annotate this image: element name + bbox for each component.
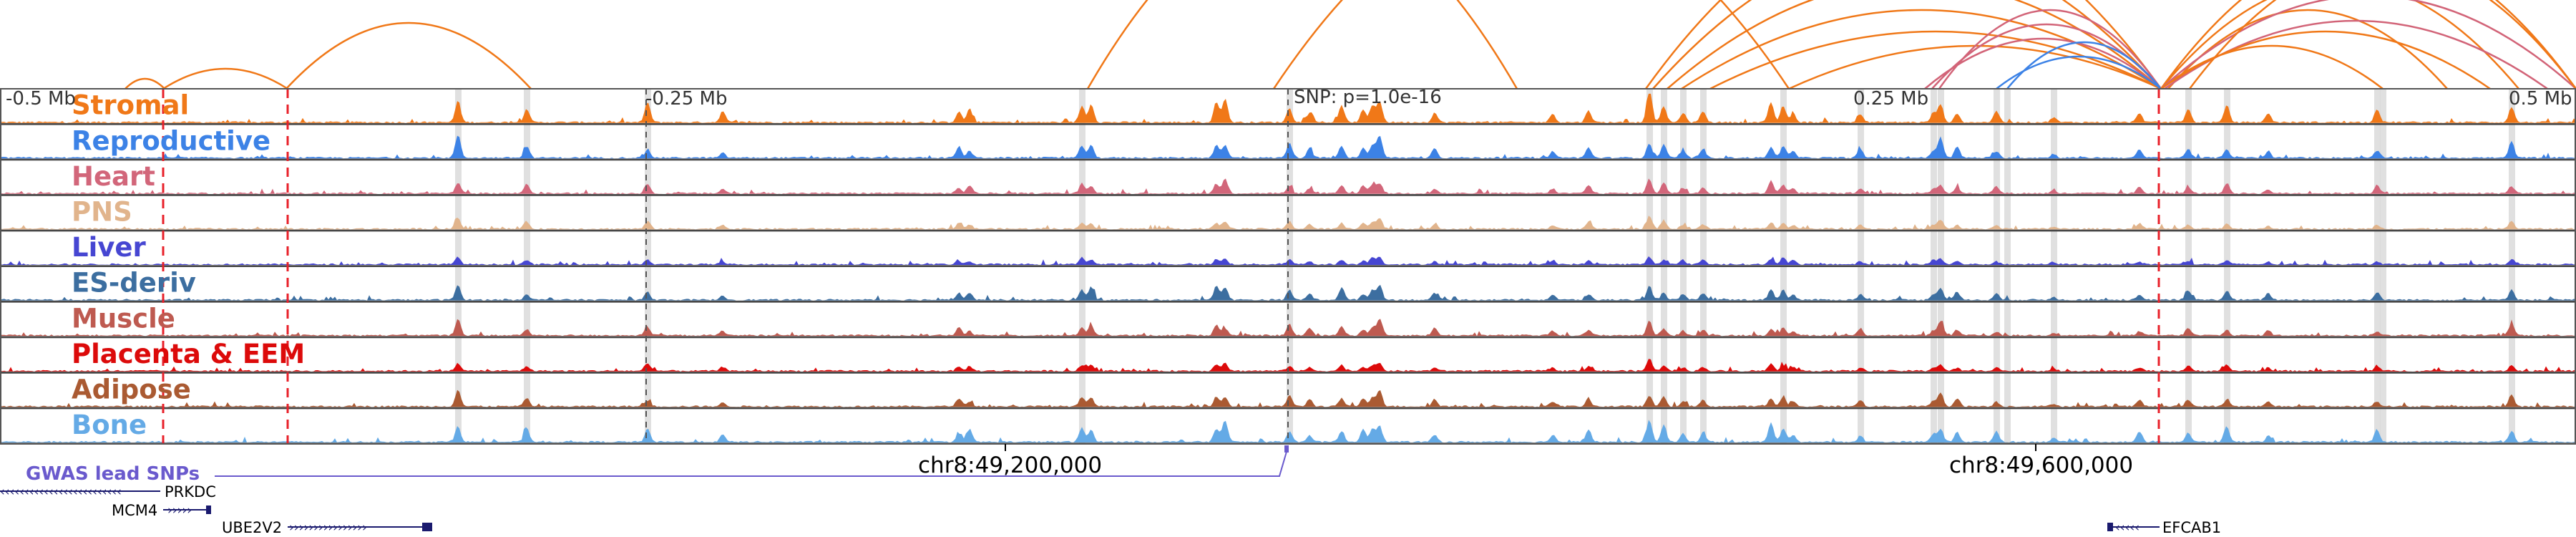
track-label-heart: Heart bbox=[72, 161, 155, 192]
gwas-snp-connector bbox=[215, 446, 1289, 477]
gwas-row: GWAS lead SNPs bbox=[26, 445, 1289, 485]
track-label-es-deriv: ES-deriv bbox=[72, 268, 196, 299]
gene-ube2v2-strand-arrows: ›››››››››››››››› bbox=[289, 521, 367, 535]
track-label-stromal: Stromal bbox=[72, 90, 189, 121]
chromatin-loop-arc bbox=[2006, 41, 2162, 90]
gene-mcm4-exon bbox=[206, 505, 211, 514]
chromatin-loops bbox=[125, 0, 2576, 90]
signal-area bbox=[0, 178, 2576, 194]
chromatin-loop-arc bbox=[162, 67, 288, 90]
chromatin-loop-arc bbox=[1086, 0, 1518, 90]
gene-efcab1-strand-arrows: ‹‹‹‹‹ bbox=[2115, 521, 2140, 535]
track-label-muscle: Muscle bbox=[72, 303, 175, 334]
chromatin-loop-arc bbox=[2160, 0, 2576, 90]
signal-area bbox=[0, 390, 2576, 407]
scale-bar: -0.5 Mb -0.25 Mb SNP: p=1.0e-16 0.25 Mb … bbox=[6, 87, 2572, 110]
chromatin-loop-arc bbox=[2160, 0, 2576, 90]
chromatin-loop-arc bbox=[2189, 0, 2576, 90]
chromatin-loop-arc bbox=[286, 21, 532, 90]
gene-efcab1-label: EFCAB1 bbox=[2162, 519, 2221, 536]
chromatin-loop-arc bbox=[2160, 30, 2491, 90]
track-label-reproductive: Reproductive bbox=[72, 125, 270, 156]
snp-pvalue-label: SNP: p=1.0e-16 bbox=[1294, 87, 1442, 108]
track-panel-border bbox=[0, 88, 2576, 445]
chromatin-loop-arc bbox=[1996, 55, 2162, 90]
scale-label-plus-250kb: 0.25 Mb bbox=[1853, 88, 1928, 110]
chromatin-loop-arc bbox=[1681, 9, 2162, 90]
chromatin-loop-arc bbox=[1667, 0, 2162, 90]
signal-area bbox=[0, 359, 2576, 372]
scale-label-plus-500kb: 0.5 Mb bbox=[2509, 88, 2572, 110]
gene-track: ‹‹‹‹‹‹‹‹‹‹‹‹‹‹‹‹‹‹‹‹‹‹‹‹‹ PRKDC MCM4 ›››… bbox=[0, 483, 2221, 536]
track-label-liver: Liver bbox=[72, 232, 146, 263]
track-label-bone: Bone bbox=[72, 410, 147, 440]
snp-markers bbox=[162, 89, 2160, 444]
coordinate-label-49600000: chr8:49,600,000 bbox=[1949, 453, 2133, 478]
track-label-pns: PNS bbox=[72, 197, 132, 228]
chromatin-loop-arc bbox=[1709, 30, 2162, 90]
gene-prkdc-strand-arrows: ‹‹‹‹‹‹‹‹‹‹‹‹‹‹‹‹‹‹‹‹‹‹‹‹‹ bbox=[0, 485, 122, 499]
track-label-adipose: Adipose bbox=[72, 374, 191, 405]
track-label-placenta-eem: Placenta & EEM bbox=[72, 339, 305, 369]
chromatin-loop-arc bbox=[2160, 0, 2519, 90]
coordinate-axis: chr8:49,200,000 chr8:49,600,000 bbox=[918, 444, 2133, 478]
signal-area bbox=[0, 93, 2576, 123]
chromatin-loop-arc bbox=[1652, 0, 2162, 90]
gene-mcm4-strand-arrows: ››››› bbox=[167, 503, 192, 518]
gene-mcm4-label: MCM4 bbox=[112, 502, 157, 519]
chromatin-loop-arc bbox=[1272, 0, 1790, 90]
gene-ube2v2-label: UBE2V2 bbox=[222, 519, 282, 536]
signal-area bbox=[0, 420, 2576, 442]
scale-label-minus-500kb: -0.5 Mb bbox=[6, 88, 76, 110]
gwas-lead-snps-label: GWAS lead SNPs bbox=[26, 463, 200, 485]
scale-label-minus-250kb: -0.25 Mb bbox=[645, 88, 727, 110]
gene-prkdc-label: PRKDC bbox=[165, 483, 216, 500]
gene-ube2v2-exon bbox=[422, 523, 432, 531]
gene-efcab1-exon bbox=[2107, 523, 2113, 531]
track-labels: Stromal Reproductive Heart PNS Liver ES-deriv… bbox=[72, 90, 305, 440]
gwas-snp-marker bbox=[1284, 445, 1289, 453]
signal-area bbox=[0, 284, 2576, 301]
coordinate-label-49200000: chr8:49,200,000 bbox=[918, 453, 1102, 478]
chromatin-loop-arc bbox=[125, 77, 165, 90]
chromatin-loop-arc bbox=[1938, 9, 2162, 90]
